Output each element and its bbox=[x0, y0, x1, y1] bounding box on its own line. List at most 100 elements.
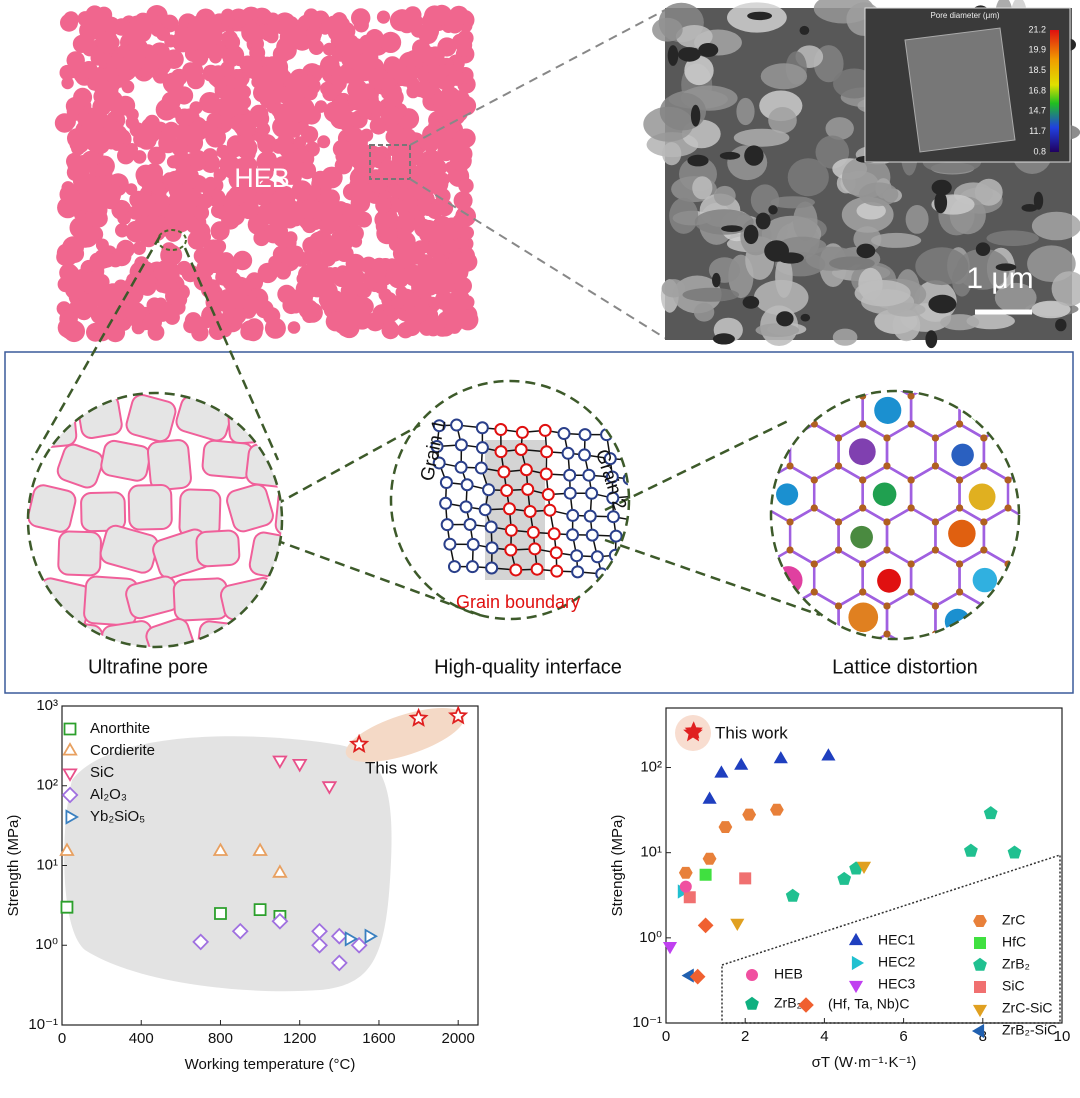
atom bbox=[570, 549, 584, 563]
grain-boundary-label: Grain boundary bbox=[456, 592, 580, 612]
particle bbox=[284, 249, 302, 267]
atom bbox=[538, 423, 552, 437]
sem-pore bbox=[928, 294, 957, 314]
particle bbox=[170, 291, 188, 308]
atom bbox=[547, 527, 561, 541]
particle bbox=[279, 140, 295, 156]
particle bbox=[449, 90, 471, 112]
particle bbox=[368, 174, 388, 194]
particle bbox=[190, 155, 206, 171]
particle bbox=[94, 163, 109, 177]
particle bbox=[418, 24, 438, 45]
distorted-atom bbox=[780, 401, 803, 424]
legend-marker bbox=[62, 742, 78, 756]
bond bbox=[614, 555, 622, 579]
particle bbox=[152, 302, 173, 322]
sem-grain bbox=[940, 314, 980, 331]
lattice-atom bbox=[956, 392, 964, 400]
particle bbox=[182, 268, 195, 282]
particle bbox=[436, 64, 450, 78]
atom bbox=[474, 461, 488, 475]
particle bbox=[381, 76, 396, 91]
particle bbox=[296, 272, 310, 286]
lattice-atom bbox=[907, 476, 915, 484]
atom bbox=[485, 561, 499, 575]
sem-grain bbox=[793, 201, 818, 241]
lattice-atom bbox=[980, 462, 988, 470]
particle bbox=[385, 258, 399, 271]
lattice-atom bbox=[762, 505, 769, 512]
particle bbox=[117, 146, 135, 165]
lattice-atom bbox=[810, 392, 818, 400]
y-tick-label: 10² bbox=[36, 777, 58, 794]
lattice-atom bbox=[810, 392, 818, 400]
particle bbox=[115, 201, 129, 216]
heb-label: HEB bbox=[234, 163, 290, 193]
data-point bbox=[311, 936, 328, 954]
particle bbox=[76, 225, 99, 248]
lattice-atom bbox=[1029, 631, 1036, 638]
particle bbox=[132, 19, 148, 36]
particle bbox=[350, 193, 371, 213]
data-point bbox=[702, 852, 717, 865]
lattice-atom bbox=[931, 546, 939, 554]
lattice-atom bbox=[1029, 519, 1036, 526]
particle bbox=[205, 126, 227, 148]
data-point bbox=[837, 871, 852, 885]
atom bbox=[585, 528, 599, 542]
particle bbox=[264, 317, 286, 339]
top-panel: HEB Pore diameter (μm) 21.2 19.9 18.5 16.8 1… bbox=[54, 0, 1080, 349]
sem-pore bbox=[1033, 191, 1044, 210]
particle bbox=[152, 53, 173, 74]
particle bbox=[322, 85, 338, 102]
atom bbox=[627, 531, 629, 545]
lattice-atom bbox=[859, 420, 867, 428]
particle bbox=[298, 75, 311, 88]
particle bbox=[332, 139, 352, 159]
particle bbox=[144, 114, 160, 130]
legend-marker bbox=[745, 969, 759, 981]
lattice-atom bbox=[786, 630, 794, 638]
sem-pore bbox=[743, 224, 759, 245]
particle bbox=[369, 266, 386, 283]
particle bbox=[93, 321, 106, 335]
atom bbox=[549, 546, 563, 560]
sem-pore bbox=[777, 252, 804, 264]
sem-pore bbox=[712, 333, 735, 345]
particle bbox=[66, 64, 81, 79]
particle bbox=[184, 312, 202, 330]
data-point bbox=[821, 748, 836, 761]
atom bbox=[497, 465, 511, 479]
legend-label: Yb₂SiO₅ bbox=[90, 808, 145, 825]
particle bbox=[77, 112, 92, 127]
colorbar-tick-label: 11.7 bbox=[1029, 126, 1046, 136]
sem-pore bbox=[934, 191, 948, 214]
y-tick-label: 10³ bbox=[36, 697, 58, 714]
atom bbox=[583, 509, 597, 523]
particle bbox=[319, 250, 336, 267]
particle bbox=[368, 101, 386, 118]
particle bbox=[79, 173, 98, 193]
particle bbox=[320, 55, 340, 76]
y-axis-title: Strength (MPa) bbox=[5, 815, 22, 917]
particle bbox=[389, 184, 402, 197]
particle bbox=[433, 184, 447, 198]
atom bbox=[460, 478, 474, 492]
lattice-atom bbox=[835, 518, 843, 526]
particle bbox=[219, 11, 235, 27]
data-point bbox=[683, 891, 696, 904]
lattice-atom bbox=[859, 504, 867, 512]
atom bbox=[440, 518, 454, 532]
lattice-atom bbox=[956, 504, 964, 512]
atom bbox=[485, 541, 499, 555]
particle bbox=[162, 72, 184, 94]
particle bbox=[125, 302, 147, 323]
sem-pore bbox=[687, 154, 709, 167]
atom bbox=[454, 438, 468, 452]
sem-pore bbox=[776, 311, 794, 327]
lattice-atom bbox=[931, 518, 939, 526]
sem-grain bbox=[832, 328, 858, 346]
sem-grain bbox=[652, 17, 683, 42]
sem-grain bbox=[829, 256, 875, 271]
particle bbox=[147, 146, 166, 165]
